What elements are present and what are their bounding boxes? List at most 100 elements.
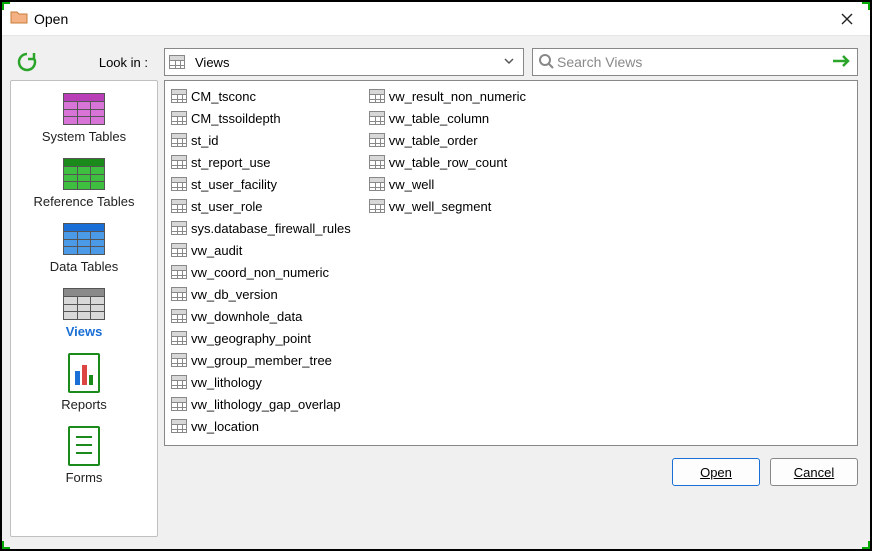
search-icon bbox=[537, 52, 555, 73]
file-name: vw_downhole_data bbox=[191, 309, 302, 324]
sidebar-item-label: Reference Tables bbox=[11, 194, 157, 209]
view-icon bbox=[171, 89, 187, 103]
sidebar-item-reports[interactable]: Reports bbox=[11, 349, 157, 418]
view-icon bbox=[171, 111, 187, 125]
view-icon bbox=[369, 111, 385, 125]
file-name: vw_table_order bbox=[389, 133, 478, 148]
file-item[interactable]: vw_downhole_data bbox=[171, 305, 369, 327]
view-icon bbox=[369, 199, 385, 213]
open-dialog: Open Look in : System Tables Reference Ta… bbox=[2, 2, 870, 549]
table-icon bbox=[63, 93, 105, 125]
lookin-dropdown-value: Views bbox=[195, 55, 499, 70]
file-name: vw_coord_non_numeric bbox=[191, 265, 329, 280]
file-item[interactable]: vw_table_order bbox=[369, 129, 544, 151]
view-icon bbox=[171, 155, 187, 169]
table-icon bbox=[63, 158, 105, 190]
open-button[interactable]: Open bbox=[672, 458, 760, 486]
refresh-button[interactable] bbox=[12, 47, 42, 77]
view-icon bbox=[171, 309, 187, 323]
file-item[interactable]: vw_table_row_count bbox=[369, 151, 544, 173]
titlebar: Open bbox=[2, 2, 870, 36]
file-item[interactable]: CM_tssoildepth bbox=[171, 107, 369, 129]
view-icon bbox=[171, 353, 187, 367]
cancel-button[interactable]: Cancel bbox=[770, 458, 858, 486]
file-name: vw_table_row_count bbox=[389, 155, 508, 170]
sidebar-item-data-tables[interactable]: Data Tables bbox=[11, 219, 157, 280]
file-item[interactable]: vw_well_segment bbox=[369, 195, 544, 217]
file-item[interactable]: vw_lithology bbox=[171, 371, 369, 393]
file-name: vw_result_non_numeric bbox=[389, 89, 526, 104]
sidebar-item-label: Forms bbox=[11, 470, 157, 485]
lookin-label: Look in : bbox=[42, 55, 154, 70]
form-icon bbox=[68, 426, 100, 466]
file-item[interactable]: sys.database_firewall_rules bbox=[171, 217, 369, 239]
table-icon bbox=[169, 55, 185, 69]
file-item[interactable]: vw_audit bbox=[171, 239, 369, 261]
sidebar-item-system-tables[interactable]: System Tables bbox=[11, 89, 157, 150]
view-icon bbox=[171, 375, 187, 389]
file-name: vw_lithology bbox=[191, 375, 262, 390]
file-name: vw_geography_point bbox=[191, 331, 311, 346]
file-name: st_user_role bbox=[191, 199, 263, 214]
table-icon bbox=[63, 288, 105, 320]
sidebar-item-label: Views bbox=[11, 324, 157, 339]
file-item[interactable]: vw_location bbox=[171, 415, 369, 437]
table-icon bbox=[63, 223, 105, 255]
view-icon bbox=[171, 133, 187, 147]
sidebar-item-views[interactable]: Views bbox=[11, 284, 157, 345]
view-icon bbox=[171, 243, 187, 257]
file-list: CM_tsconc CM_tssoildepth st_id st_report_us… bbox=[164, 80, 858, 446]
file-item[interactable]: vw_geography_point bbox=[171, 327, 369, 349]
file-item[interactable]: vw_coord_non_numeric bbox=[171, 261, 369, 283]
file-name: st_id bbox=[191, 133, 218, 148]
view-icon bbox=[369, 155, 385, 169]
file-item[interactable]: CM_tsconc bbox=[171, 85, 369, 107]
file-name: vw_group_member_tree bbox=[191, 353, 332, 368]
view-icon bbox=[171, 177, 187, 191]
sidebar-item-forms[interactable]: Forms bbox=[11, 422, 157, 491]
file-item[interactable]: vw_result_non_numeric bbox=[369, 85, 544, 107]
file-item[interactable]: st_id bbox=[171, 129, 369, 151]
lookin-dropdown[interactable]: Views bbox=[164, 48, 524, 76]
view-icon bbox=[171, 287, 187, 301]
file-item[interactable]: vw_table_column bbox=[369, 107, 544, 129]
file-item[interactable]: st_report_use bbox=[171, 151, 369, 173]
file-item[interactable]: st_user_role bbox=[171, 195, 369, 217]
sidebar-item-label: Data Tables bbox=[11, 259, 157, 274]
view-icon bbox=[171, 397, 187, 411]
sidebar-item-label: System Tables bbox=[11, 129, 157, 144]
go-button[interactable] bbox=[829, 54, 857, 71]
file-name: sys.database_firewall_rules bbox=[191, 221, 351, 236]
file-item[interactable]: st_user_facility bbox=[171, 173, 369, 195]
view-icon bbox=[171, 221, 187, 235]
window-title: Open bbox=[34, 11, 68, 27]
file-name: st_report_use bbox=[191, 155, 271, 170]
file-name: vw_table_column bbox=[389, 111, 489, 126]
view-icon bbox=[171, 419, 187, 433]
view-icon bbox=[171, 199, 187, 213]
file-item[interactable]: vw_db_version bbox=[171, 283, 369, 305]
file-name: vw_location bbox=[191, 419, 259, 434]
search-input[interactable] bbox=[555, 53, 829, 71]
file-name: vw_well_segment bbox=[389, 199, 492, 214]
report-icon bbox=[68, 353, 100, 393]
file-name: CM_tssoildepth bbox=[191, 111, 281, 126]
sidebar-item-label: Reports bbox=[11, 397, 157, 412]
folder-icon bbox=[10, 9, 28, 28]
search-box bbox=[532, 48, 858, 76]
file-name: vw_db_version bbox=[191, 287, 278, 302]
file-item[interactable]: vw_group_member_tree bbox=[171, 349, 369, 371]
file-name: vw_audit bbox=[191, 243, 242, 258]
view-icon bbox=[171, 331, 187, 345]
file-item[interactable]: vw_lithology_gap_overlap bbox=[171, 393, 369, 415]
chevron-down-icon bbox=[499, 55, 519, 70]
view-icon bbox=[369, 89, 385, 103]
file-name: vw_well bbox=[389, 177, 435, 192]
view-icon bbox=[171, 265, 187, 279]
sidebar: System Tables Reference Tables Data Tables… bbox=[10, 80, 158, 537]
sidebar-item-reference-tables[interactable]: Reference Tables bbox=[11, 154, 157, 215]
file-item[interactable]: vw_well bbox=[369, 173, 544, 195]
file-name: st_user_facility bbox=[191, 177, 277, 192]
file-name: CM_tsconc bbox=[191, 89, 256, 104]
view-icon bbox=[369, 177, 385, 191]
